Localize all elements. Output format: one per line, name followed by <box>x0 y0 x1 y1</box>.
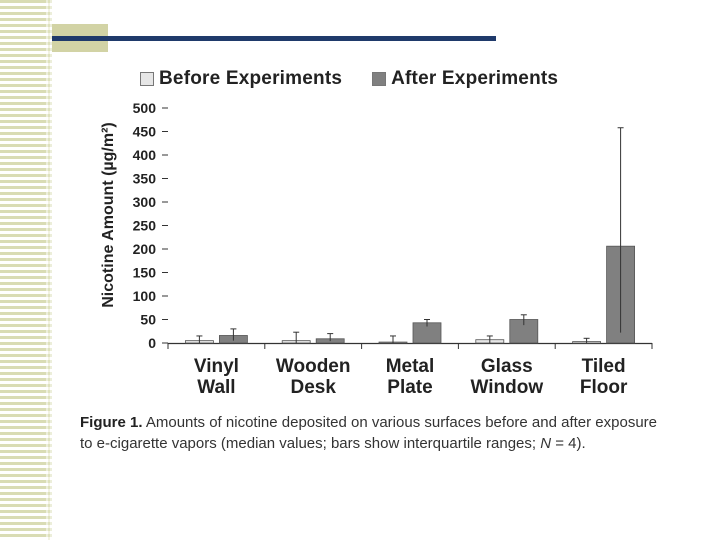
decorative-side-stripe <box>0 0 52 540</box>
x-category-label: Tiled <box>582 356 626 377</box>
y-tick-label: 150 <box>133 265 157 281</box>
x-category-label: Window <box>470 377 543 398</box>
y-axis-title: Nicotine Amount (µg/m²) <box>100 122 117 308</box>
y-tick-label: 300 <box>133 194 157 210</box>
x-category-label: Wall <box>197 377 235 398</box>
legend-label-before: Before Experiments <box>159 68 343 89</box>
y-tick-label: 250 <box>133 218 157 234</box>
y-tick-label: 450 <box>133 124 157 140</box>
legend-item-before: Before Experiments <box>140 68 342 90</box>
caption-n-symbol: N <box>540 435 552 452</box>
legend-label-after: After Experiments <box>391 68 559 89</box>
legend-swatch-after <box>372 72 387 86</box>
caption-text-b: = 4). <box>551 435 586 452</box>
x-category-label: Plate <box>387 377 432 398</box>
y-tick-label: 50 <box>140 312 156 328</box>
y-tick-label: 100 <box>133 288 157 304</box>
legend-swatch-before <box>140 72 154 86</box>
bar-chart: 0 50 100 150 200 250 300 350 400 450 500 Nicotine A… <box>100 100 653 398</box>
x-category-label: Floor <box>580 377 628 398</box>
x-category-label: Desk <box>290 377 336 398</box>
y-tick-label: 500 <box>133 100 157 116</box>
x-category-label: Vinyl <box>194 356 239 377</box>
legend-item-after: After Experiments <box>372 68 558 90</box>
x-category-label: Wooden <box>276 356 351 377</box>
title-accent-bar <box>52 36 496 41</box>
caption-text-a: Amounts of nicotine deposited on various… <box>80 414 657 452</box>
x-category-label: Glass <box>481 356 533 377</box>
figure-caption: Figure 1. Amounts of nicotine deposited … <box>80 412 670 454</box>
y-tick-label: 0 <box>148 335 156 351</box>
y-tick-label: 350 <box>133 171 157 187</box>
y-tick-label: 200 <box>133 241 157 257</box>
x-category-label: Metal <box>386 356 435 377</box>
caption-figure-label: Figure 1. <box>80 414 143 431</box>
y-tick-label: 400 <box>133 147 157 163</box>
chart-legend: Before Experiments After Experiments <box>140 67 558 91</box>
